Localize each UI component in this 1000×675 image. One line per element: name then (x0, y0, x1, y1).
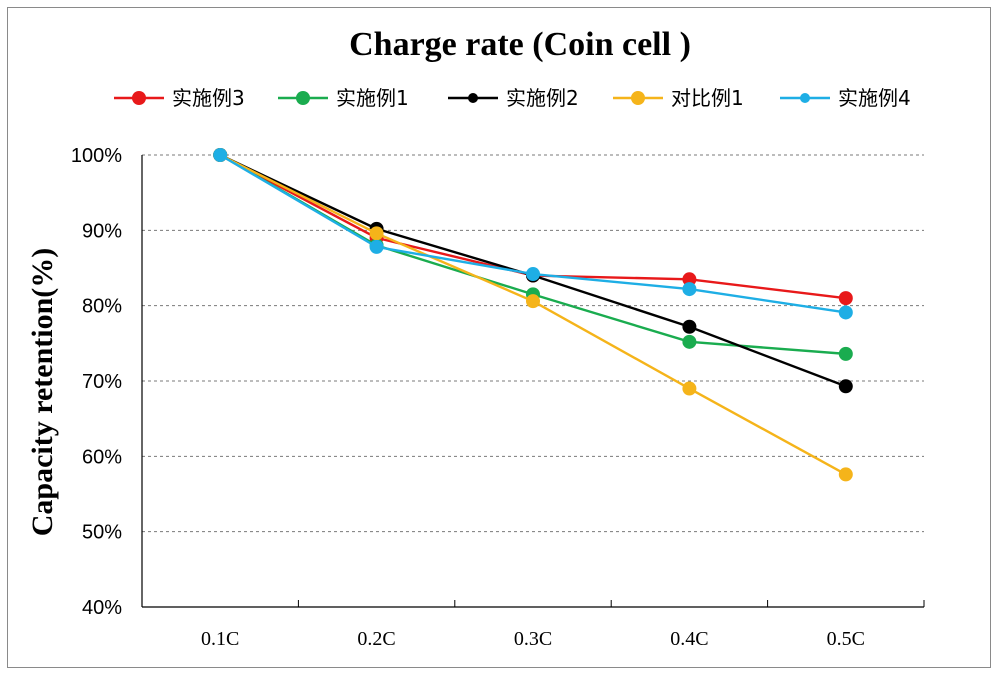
y-tick-label-0: 100% (71, 145, 122, 167)
series-line-3 (219, 153, 847, 476)
data-point-0-3 (682, 272, 697, 287)
y-tick-label-5: 50% (82, 522, 122, 544)
series-4 (213, 148, 853, 320)
data-point-4-4 (838, 305, 853, 320)
data-point-4-2 (526, 267, 540, 282)
data-point-3-4 (838, 467, 853, 482)
legend-item-4: 实施例4 (780, 86, 911, 110)
legend-marker-2 (468, 93, 478, 103)
series-lines (213, 148, 853, 482)
y-tick-label-1: 90% (82, 220, 122, 242)
series-line-1 (219, 153, 846, 356)
legend-marker-3 (631, 91, 645, 105)
y-tick-label-6: 40% (82, 597, 122, 619)
x-tick-label-0: 0.1C (201, 628, 239, 650)
data-point-3-1 (369, 226, 384, 241)
legend-item-3: 对比例1 (613, 86, 744, 110)
x-tick-label-2: 0.3C (514, 628, 552, 650)
legend-label-4: 实施例4 (838, 86, 911, 110)
data-point-2-4 (838, 379, 853, 394)
data-point-1-4 (838, 346, 853, 361)
x-tick-label-4: 0.5C (827, 628, 865, 650)
legend-label-2: 实施例2 (506, 86, 579, 110)
data-point-4-1 (369, 239, 384, 254)
x-tick-labels: 0.1C 0.2C 0.3C 0.4C 0.5C (201, 628, 865, 650)
legend-marker-0 (132, 91, 146, 105)
y-tick-label-2: 80% (82, 296, 122, 318)
legend-label-3: 对比例1 (671, 86, 744, 110)
y-axis-label: Capacity retention(%) (26, 248, 59, 537)
series-1 (213, 148, 853, 361)
data-point-4-3 (682, 282, 697, 297)
axes (141, 155, 925, 608)
legend-marker-4 (800, 93, 810, 103)
data-point-2-3 (682, 319, 697, 334)
data-point-0-4 (838, 291, 853, 306)
y-tick-label-4: 60% (82, 446, 122, 468)
data-point-4-0 (213, 148, 228, 162)
legend-item-0: 实施例3 (114, 86, 245, 110)
x-tick-label-3: 0.4C (670, 628, 708, 650)
legend-item-1: 实施例1 (278, 86, 409, 110)
y-tick-label-3: 70% (82, 371, 122, 393)
data-point-3-2 (526, 294, 540, 309)
legend-label-0: 实施例3 (172, 86, 245, 110)
chart-title: Charge rate (Coin cell ) (349, 26, 691, 63)
legend-marker-1 (296, 91, 310, 105)
legend-item-2: 实施例2 (448, 86, 579, 110)
data-point-1-3 (682, 334, 697, 349)
x-tick-label-1: 0.2C (357, 628, 395, 650)
legend: 实施例3 实施例1 实施例2 对比例1 实施例4 (114, 86, 911, 110)
data-point-3-3 (682, 381, 697, 396)
y-tick-labels: 100% 90% 80% 70% 60% 50% 40% (71, 145, 122, 619)
gridlines (142, 154, 924, 533)
chart-frame (7, 7, 991, 668)
legend-label-1: 实施例1 (336, 86, 409, 110)
